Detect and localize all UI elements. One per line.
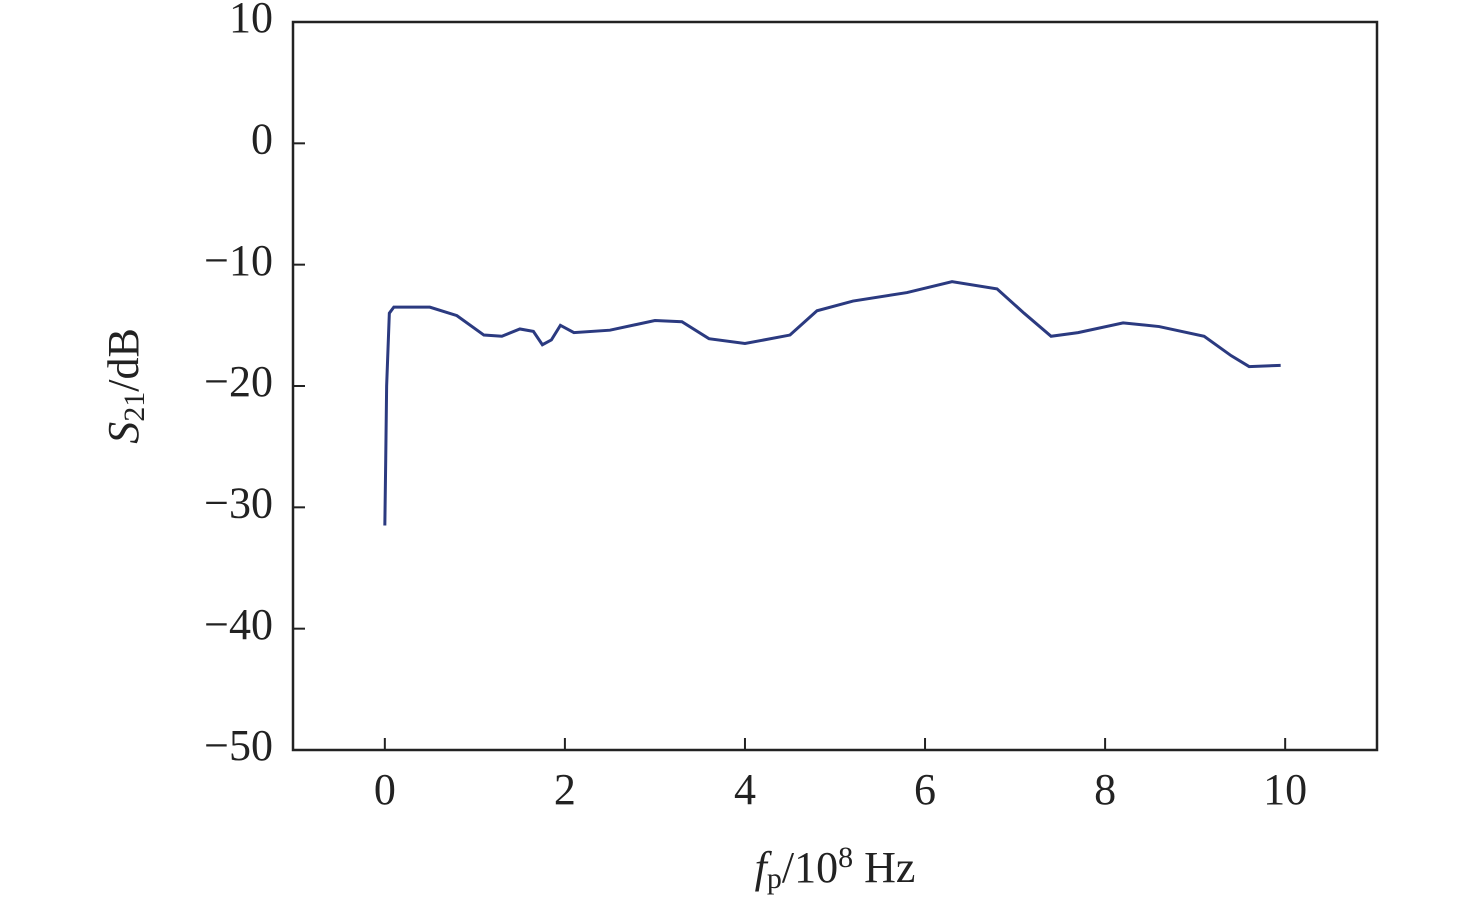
y-axis-label-part: /dB (99, 328, 148, 392)
x-axis-label-part: /10 (782, 843, 838, 892)
x-axis-label: fp/108 Hz (755, 841, 916, 895)
x-axis-label-part: p (767, 862, 782, 895)
x-axis-label-part: 8 (838, 841, 853, 874)
y-tick-label: 0 (251, 114, 273, 163)
x-axis-label-part: Hz (853, 843, 915, 892)
y-axis-label-part: S (99, 422, 148, 444)
y-tick-label: −40 (204, 600, 273, 649)
y-tick-label: −50 (204, 721, 273, 770)
y-tick-label: 10 (229, 0, 273, 42)
x-tick-label: 8 (1094, 765, 1116, 814)
x-tick-label: 4 (734, 765, 756, 814)
x-tick-label: 10 (1263, 765, 1307, 814)
y-tick-label: −10 (204, 236, 273, 285)
x-tick-label: 2 (554, 765, 576, 814)
plot-frame (291, 20, 1379, 752)
x-tick-label: 6 (914, 765, 936, 814)
data-line (383, 280, 1281, 526)
y-axis-label-part: 21 (118, 392, 151, 422)
y-axis-label: S21/dB (99, 328, 151, 444)
x-tick-label: 0 (374, 765, 396, 814)
y-tick-label: −20 (204, 357, 273, 406)
y-tick-label: −30 (204, 478, 273, 527)
